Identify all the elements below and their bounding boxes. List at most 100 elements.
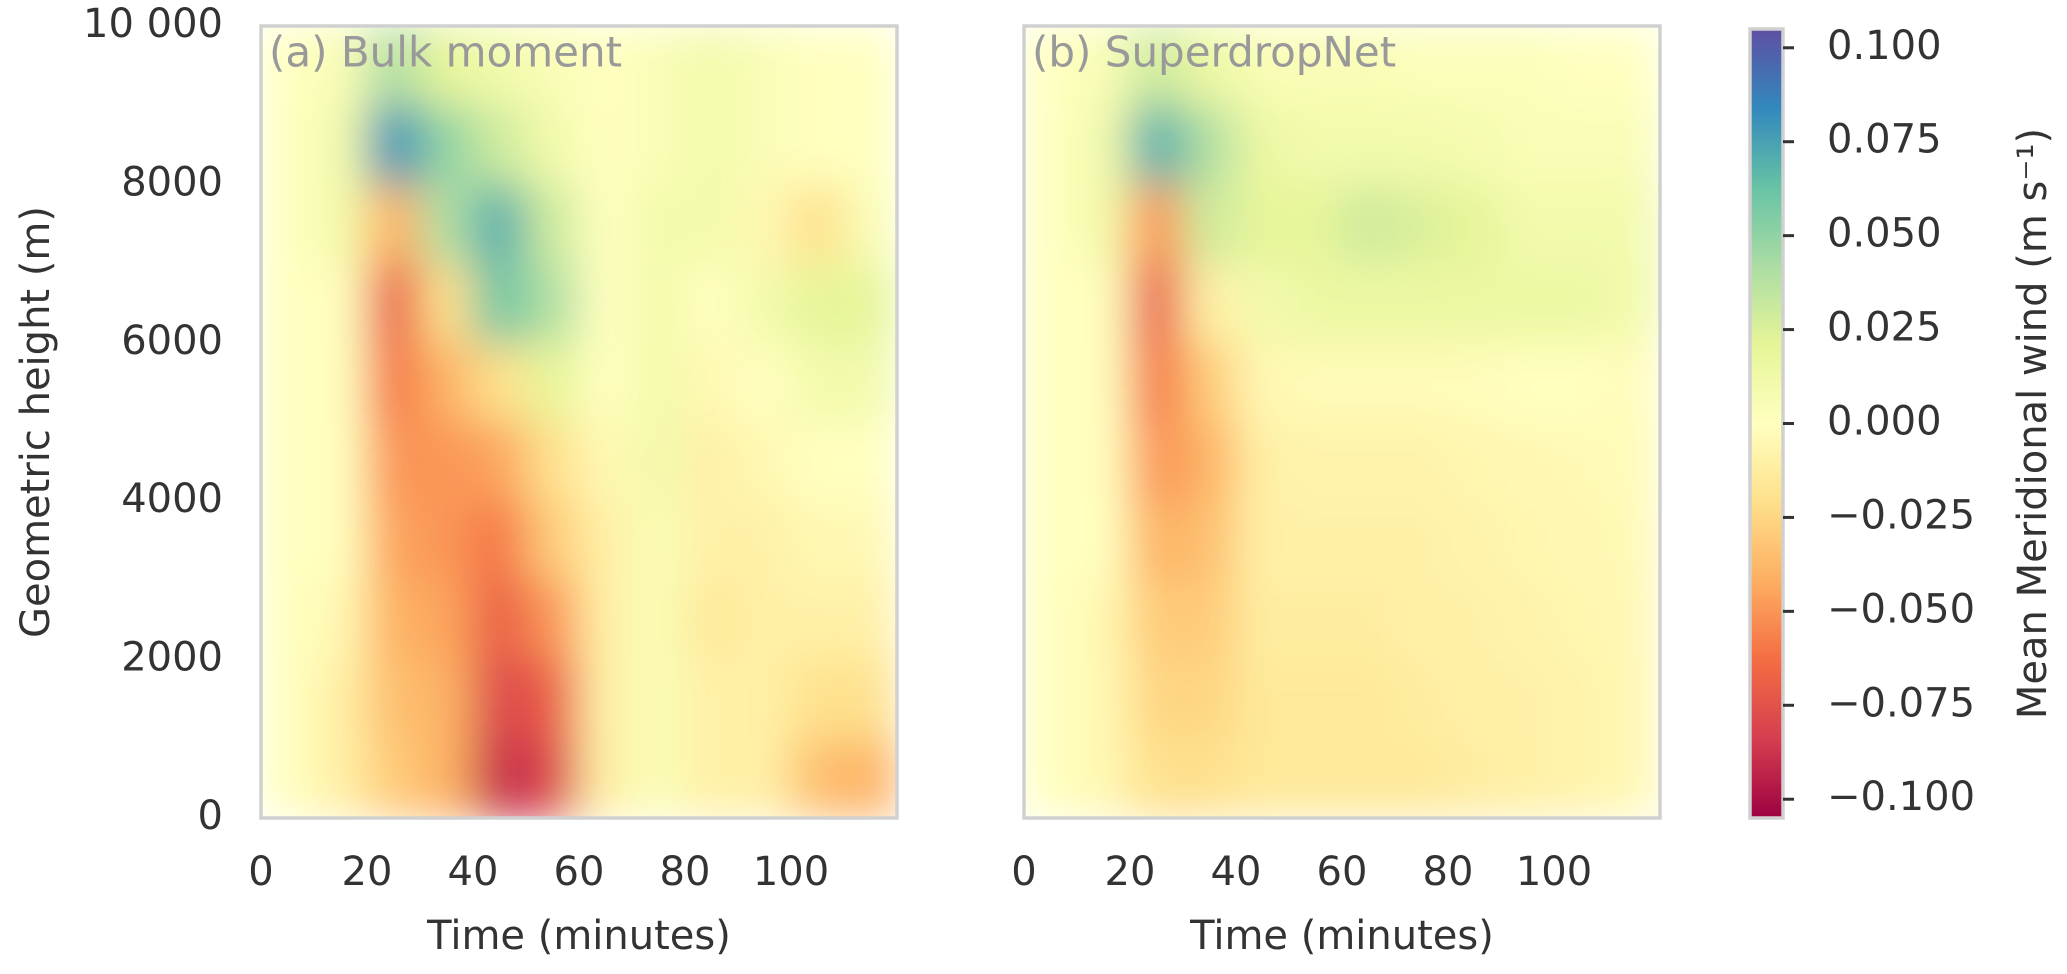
heatmap-cell: [1182, 183, 1237, 265]
heatmap-cell: [631, 263, 686, 344]
heatmap-cell: [1235, 500, 1290, 581]
y-tick-label: 0: [198, 793, 223, 839]
heatmap-cell: [472, 579, 527, 661]
heatmap-cell: [631, 659, 686, 740]
heatmap-cell: [1182, 26, 1237, 106]
heatmap-cell: [1076, 104, 1131, 185]
heatmap-cell: [790, 263, 845, 344]
heatmap-cell: [1500, 263, 1555, 344]
heatmap-cell: [1129, 104, 1184, 185]
heatmap-cell: [1235, 659, 1290, 740]
heatmap-cell: [525, 104, 580, 185]
heatmap-cell: [843, 263, 897, 344]
heatmap-cell: [1553, 500, 1608, 581]
heatmap-cell: [684, 26, 739, 106]
heatmap-cell: [525, 579, 580, 661]
heatmap-cell: [631, 579, 686, 661]
heatmap-cell: [1129, 342, 1184, 423]
heatmap-cell: [790, 26, 845, 106]
heatmap-cell: [631, 500, 686, 581]
heatmap-cell: [1235, 26, 1290, 106]
heatmap-cell: [1076, 738, 1131, 818]
heatmap-cell: [1235, 183, 1290, 265]
x-tick-label: 60: [554, 849, 605, 895]
heatmap-cell: [578, 26, 633, 106]
heatmap-cell: [261, 342, 315, 423]
heatmap-cell: [1182, 342, 1237, 423]
heatmap-cell: [1606, 263, 1660, 344]
heatmap-cell: [525, 26, 580, 106]
plot-frame: [1022, 24, 1662, 820]
heatmap-cell: [366, 500, 421, 581]
heatmap-cell: [525, 183, 580, 265]
heatmap-cell: [419, 183, 474, 265]
heatmap-cell: [1447, 342, 1502, 423]
colorbar-tick-label: −0.100: [1827, 774, 1975, 820]
heatmap-cell: [1394, 738, 1449, 818]
heatmap-cell: [366, 183, 421, 265]
heatmap-cell: [1394, 500, 1449, 581]
heatmap-cell: [790, 421, 845, 502]
heatmap-cell: [843, 738, 897, 818]
heatmap-cell: [1341, 263, 1396, 344]
heatmap-cell: [313, 659, 368, 740]
heatmap: [1024, 26, 1660, 818]
heatmap-cell: [843, 183, 897, 265]
x-axis-label: Time (minutes): [426, 913, 731, 959]
heatmap-cell: [578, 421, 633, 502]
heatmap-cell: [1500, 738, 1555, 818]
heatmap-cell: [472, 104, 527, 185]
heatmap-cell: [472, 26, 527, 106]
heatmap-cell: [1024, 738, 1078, 818]
heatmap-cell: [1447, 738, 1502, 818]
heatmap-cell: [737, 183, 792, 265]
heatmap-cell: [1394, 263, 1449, 344]
heatmap-cell: [472, 500, 527, 581]
heatmap-cell: [525, 659, 580, 740]
heatmap-cell: [1076, 500, 1131, 581]
heatmap-cell: [790, 183, 845, 265]
heatmap-cell: [1288, 26, 1343, 106]
heatmap-cell: [419, 104, 474, 185]
heatmap-cell: [737, 104, 792, 185]
heatmap-cell: [1235, 579, 1290, 661]
heatmap-cell: [1606, 183, 1660, 265]
heatmap-cell: [1024, 500, 1078, 581]
heatmap-cell: [631, 738, 686, 818]
heatmap-cell: [1129, 183, 1184, 265]
heatmap-cell: [578, 183, 633, 265]
heatmap-cell: [472, 342, 527, 423]
heatmap-cell: [366, 104, 421, 185]
colorbar-tick-label: 0.025: [1827, 305, 1942, 351]
heatmap-cell: [261, 104, 315, 185]
heatmap-cell: [1553, 263, 1608, 344]
heatmap-cell: [684, 183, 739, 265]
heatmap-cell: [1447, 579, 1502, 661]
heatmap-cell: [1129, 738, 1184, 818]
heatmap-cell: [1024, 104, 1078, 185]
heatmap-cell: [578, 263, 633, 344]
heatmap-cell: [1076, 183, 1131, 265]
x-tick-label: 80: [660, 849, 711, 895]
x-tick-label: 100: [753, 849, 829, 895]
heatmap-cell: [1341, 738, 1396, 818]
heatmap-cell: [1606, 659, 1660, 740]
heatmap-cell: [737, 579, 792, 661]
heatmap-cell: [472, 421, 527, 502]
heatmap-cell: [1129, 263, 1184, 344]
heatmap-cell: [1076, 263, 1131, 344]
heatmap-cell: [366, 579, 421, 661]
heatmap-cells: [261, 26, 897, 818]
heatmap-cell: [737, 421, 792, 502]
heatmap-cell: [1394, 104, 1449, 185]
heatmap-cell: [1341, 659, 1396, 740]
heatmap-cell: [1129, 26, 1184, 106]
heatmap-cell: [578, 579, 633, 661]
heatmap-cell: [737, 659, 792, 740]
heatmap-cell: [1076, 579, 1131, 661]
heatmap-cell: [631, 183, 686, 265]
heatmap-cell: [684, 659, 739, 740]
heatmap-cell: [737, 738, 792, 818]
heatmap-cell: [261, 183, 315, 265]
colorbar-tick-label: 0.100: [1827, 23, 1942, 69]
